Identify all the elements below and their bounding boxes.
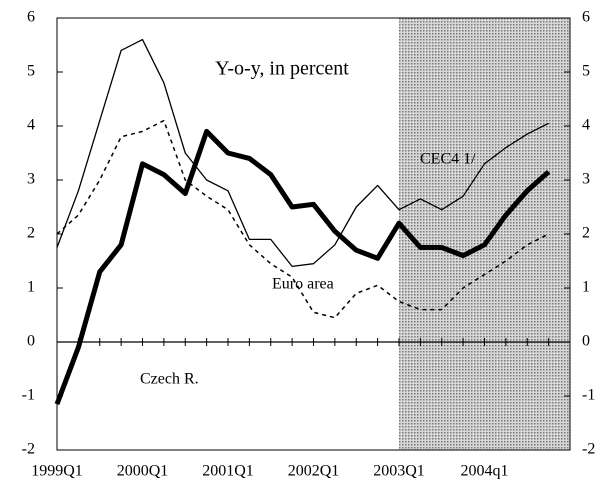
y2-tick-label: -1 [582, 387, 595, 404]
series-line [56, 38, 549, 268]
y2-tick-label: 3 [582, 171, 590, 188]
y-tick-label: 6 [27, 9, 35, 26]
y2-tick-label: 1 [582, 279, 590, 296]
x-tick-label: 2004q1 [461, 463, 509, 480]
y-tick-label: 3 [27, 171, 35, 188]
series-label: CEC4 1/ [420, 151, 476, 168]
y-tick-label: -2 [22, 441, 35, 458]
series-label: Euro area [272, 276, 334, 293]
series-line [54, 128, 551, 405]
y-tick-label: 5 [27, 63, 35, 80]
y2-tick-label: 6 [582, 9, 590, 26]
y-tick-label: 2 [27, 225, 35, 242]
forecast-shading [399, 18, 570, 450]
x-tick-label: 2000Q1 [117, 463, 169, 480]
chart-title: Y-o-y, in percent [215, 58, 349, 80]
x-tick-label: 2001Q1 [202, 463, 254, 480]
series-line [56, 119, 549, 319]
x-tick-label: 1999Q1 [31, 463, 83, 480]
y2-tick-label: 5 [582, 63, 590, 80]
y2-tick-label: 0 [582, 333, 590, 350]
y-tick-label: 4 [27, 117, 35, 134]
x-tick-label: 2003Q1 [373, 463, 425, 480]
y2-tick-label: -2 [582, 441, 595, 458]
y-tick-label: -1 [22, 387, 35, 404]
y-tick-label: 0 [27, 333, 35, 350]
y-tick-label: 1 [27, 279, 35, 296]
x-tick-label: 2002Q1 [288, 463, 340, 480]
y2-tick-label: 4 [582, 117, 590, 134]
series-label: Czech R. [140, 371, 199, 388]
y2-tick-label: 2 [582, 225, 590, 242]
